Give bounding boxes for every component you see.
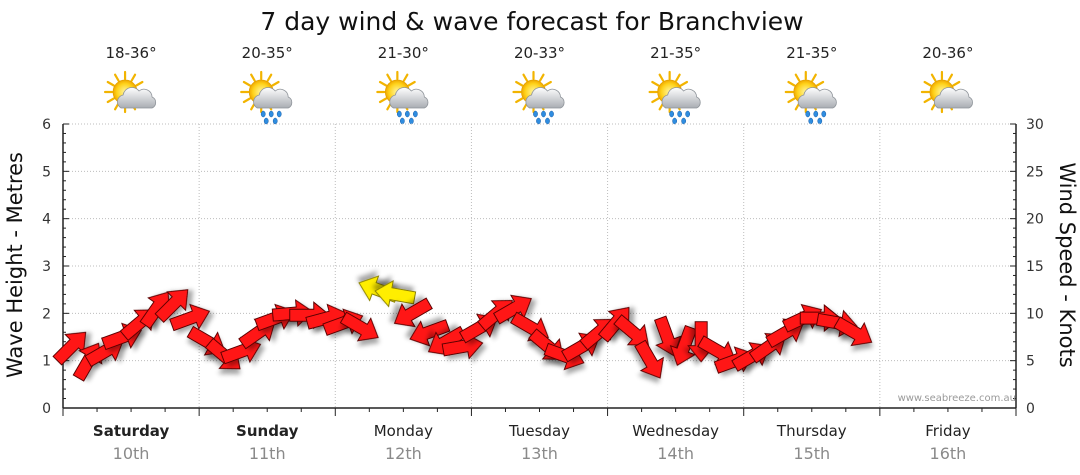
- wind-arrow: [409, 319, 451, 347]
- wind-arrow: [339, 311, 379, 342]
- rain-drops-icon: [669, 110, 690, 125]
- day-date-label: 10th: [113, 444, 150, 463]
- right-tick-label: 20: [1026, 212, 1044, 228]
- day-date-label: 14th: [657, 444, 694, 463]
- day-temperature-label: 21-35°: [786, 44, 837, 62]
- left-tick-label: 3: [42, 259, 51, 275]
- right-tick-label: 30: [1026, 117, 1044, 133]
- chart-title: 7 day wind & wave forecast for Branchvie…: [260, 7, 803, 36]
- day-temperature-label: 21-30°: [378, 44, 429, 62]
- day-name-label: Monday: [374, 422, 433, 440]
- wind-arrow: [613, 314, 650, 346]
- day-name-label: Saturday: [93, 422, 170, 440]
- left-tick-label: 2: [42, 306, 51, 322]
- day-date-label: 13th: [521, 444, 558, 463]
- wind-arrow: [669, 324, 698, 367]
- day-date-label: 12th: [385, 444, 422, 463]
- cloud-icon: [933, 87, 973, 109]
- wind-arrow: [154, 289, 189, 323]
- wind-arrow: [833, 316, 873, 347]
- cloud-icon: [525, 87, 565, 109]
- day-temperature-label: 18-36°: [106, 44, 157, 62]
- right-tick-label: 15: [1026, 259, 1044, 275]
- sun-cloud-rain-icon: [376, 70, 429, 125]
- wind-arrow: [654, 315, 682, 357]
- day-name-label: Thursday: [776, 422, 847, 440]
- cloud-icon: [661, 87, 701, 109]
- day-name-label: Wednesday: [632, 422, 719, 440]
- wind-arrow: [374, 279, 417, 308]
- day-date-label: 16th: [930, 444, 967, 463]
- left-axis-label: Wave Height - Metres: [3, 152, 27, 378]
- rain-drops-icon: [805, 110, 827, 125]
- cloud-icon: [797, 87, 837, 109]
- day-name-label: Friday: [925, 422, 971, 440]
- day-temperature-label: 20-36°: [922, 44, 973, 62]
- day-name-label: Tuesday: [508, 422, 570, 440]
- sun-cloud-rain-icon: [648, 70, 701, 125]
- wind-arrow: [393, 297, 433, 328]
- left-tick-label: 5: [42, 164, 51, 180]
- day-temperature-label: 20-33°: [514, 44, 565, 62]
- left-axis-ticks: 0 1 2 3 4 5 6: [42, 117, 51, 417]
- rain-drops-icon: [397, 110, 418, 125]
- day-temperature-label: 20-35°: [242, 44, 293, 62]
- cloud-icon: [253, 87, 293, 109]
- right-tick-label: 25: [1026, 164, 1044, 180]
- rain-drops-icon: [260, 110, 282, 125]
- right-axis-label: Wind Speed - Knots: [1055, 162, 1079, 367]
- right-tick-label: 10: [1026, 306, 1044, 322]
- sun-cloud-rain-icon: [512, 70, 565, 125]
- sun-cloud-icon: [920, 70, 973, 114]
- rain-drops-icon: [533, 110, 554, 125]
- sun-cloud-icon: [103, 70, 156, 114]
- right-tick-label: 0: [1026, 401, 1035, 417]
- right-tick-label: 5: [1026, 354, 1035, 370]
- left-tick-label: 6: [42, 117, 51, 133]
- wind-arrows: [52, 275, 873, 382]
- cloud-icon: [389, 87, 429, 109]
- left-tick-label: 4: [42, 212, 51, 228]
- right-axis-ticks: 0 5 10 15 20 25 30: [1026, 117, 1044, 417]
- left-tick-label: 0: [42, 401, 51, 417]
- wind-arrow: [634, 339, 665, 379]
- day-name-label: Sunday: [236, 422, 299, 440]
- day-date-label: 11th: [249, 444, 286, 463]
- day-date-label: 15th: [793, 444, 830, 463]
- grid-lines: [62, 123, 1017, 416]
- day-temperature-label: 21-35°: [650, 44, 701, 62]
- temperature-row: 18-36° 20-35° 21-30° 20-33° 21-35° 21-35° 20-3…: [106, 44, 974, 62]
- cloud-icon: [117, 87, 156, 109]
- sun-cloud-rain-icon: [784, 70, 837, 125]
- day-labels: Saturday 10th Sunday 11th Monday 12th Tuesday 1…: [93, 422, 971, 463]
- credit-text: www.seabreeze.com.au: [898, 393, 1016, 404]
- left-tick-label: 1: [42, 354, 51, 370]
- wind-arrow: [169, 303, 211, 332]
- sun-cloud-rain-icon: [240, 70, 293, 125]
- weather-icons-row: [103, 70, 973, 125]
